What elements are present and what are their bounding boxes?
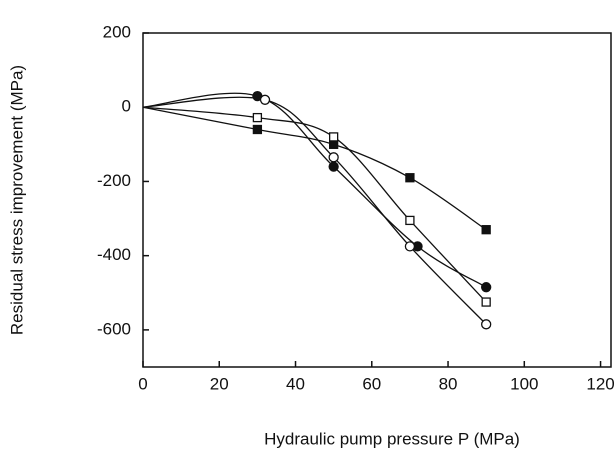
marker — [329, 132, 339, 142]
marker — [405, 173, 415, 183]
x-tick-label: 40 — [286, 374, 305, 393]
marker — [259, 94, 271, 105]
marker — [252, 112, 263, 123]
y-tick-label: -200 — [97, 171, 131, 190]
marker — [404, 241, 416, 252]
x-tick-label: 20 — [210, 374, 229, 393]
x-tick-label: 0 — [138, 374, 147, 393]
marker — [481, 297, 491, 307]
fit-curve — [142, 106, 487, 231]
marker — [481, 282, 492, 293]
x-tick-label: 80 — [439, 374, 458, 393]
marker — [328, 152, 339, 163]
marker — [252, 124, 263, 135]
y-tick-label: 200 — [103, 22, 131, 41]
marker — [481, 225, 491, 235]
y-tick-label: 0 — [122, 97, 131, 116]
x-tick-label: 60 — [362, 374, 381, 393]
marker — [405, 215, 415, 226]
fit-curve — [142, 92, 487, 288]
y-tick-label: -400 — [97, 245, 131, 264]
plot-frame — [142, 32, 612, 368]
y-tick-label: -600 — [97, 319, 131, 338]
x-tick-label: 120 — [586, 374, 614, 393]
marker — [481, 319, 492, 330]
x-tick-label: 100 — [510, 374, 538, 393]
y-axis-title: Residual stress improvement (MPa) — [7, 65, 26, 335]
x-axis-title: Hydraulic pump pressure P (MPa) — [264, 429, 520, 448]
fit-curve — [142, 96, 487, 325]
marker — [328, 161, 339, 172]
